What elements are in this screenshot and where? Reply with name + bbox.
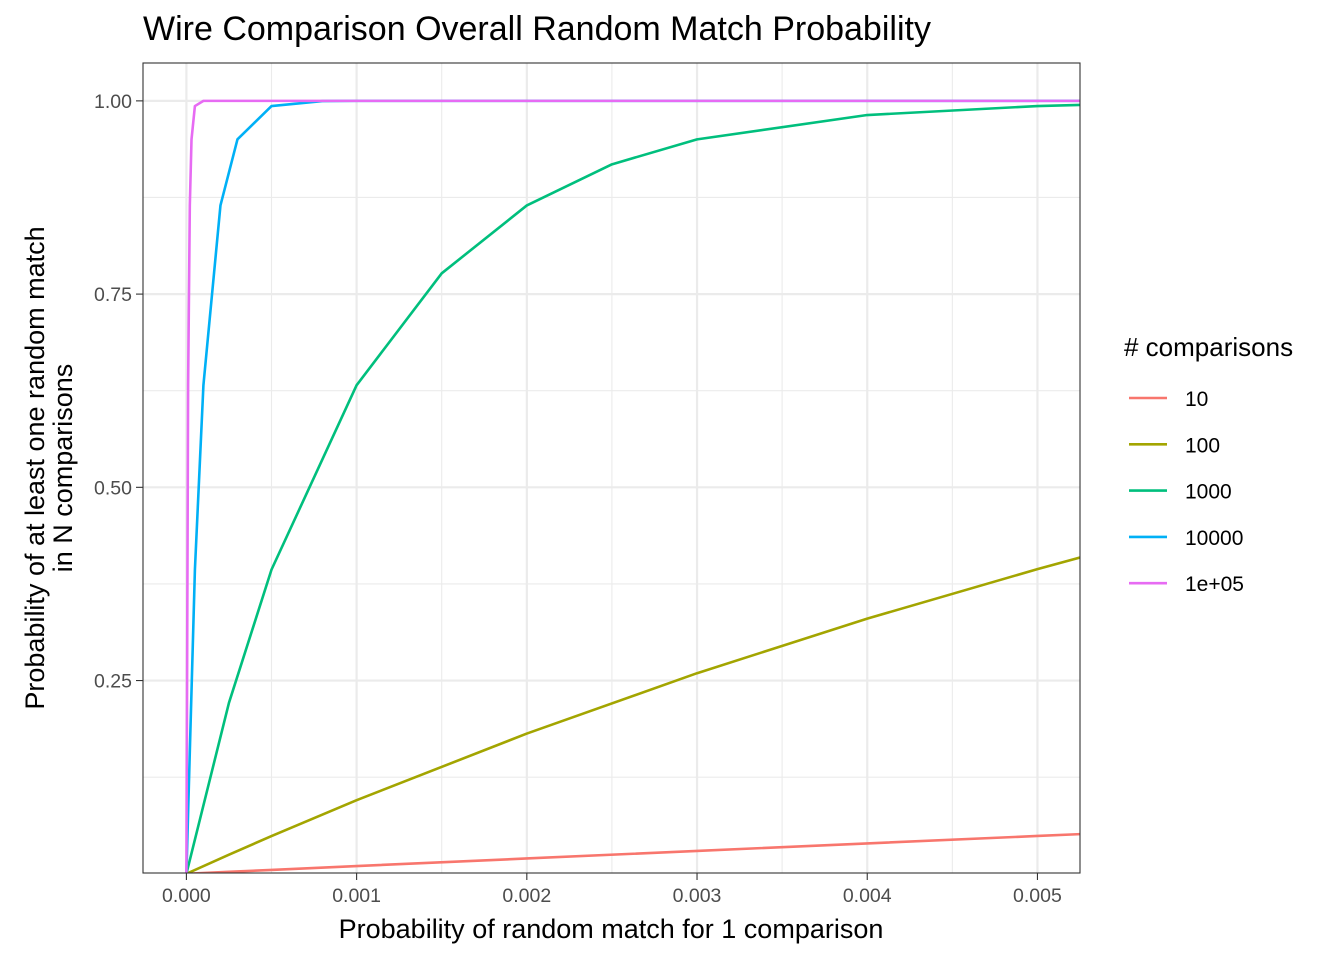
y-axis-title-line-2: in N comparisons [48, 364, 78, 573]
series-line-100 [185, 556, 1080, 873]
legend-label: 1e+05 [1185, 573, 1244, 596]
legend-title: # comparisons [1124, 332, 1293, 362]
legend-item: 10 [1129, 388, 1208, 411]
legend-label: 10000 [1185, 527, 1243, 550]
legend-items: 10 100 1000 10000 1e+05 [1129, 388, 1244, 596]
y-tick-label: 0.75 [94, 284, 132, 306]
x-tick-label: 0.001 [332, 885, 381, 907]
legend-item: 1e+05 [1129, 573, 1244, 596]
x-axis-title: Probability of random match for 1 compar… [339, 914, 884, 944]
x-tick-label: 0.003 [673, 885, 722, 907]
panel-border [142, 62, 1081, 874]
y-tick-label: 0.50 [94, 477, 132, 499]
series-line-1000 [185, 103, 1080, 873]
y-axis-title: Probability of at least one random match… [20, 226, 78, 709]
legend: # comparisons 10 100 1000 10000 1e+05 [1124, 332, 1293, 596]
y-tick-label: 1.00 [94, 91, 132, 113]
x-tick-label: 0.005 [1013, 885, 1062, 907]
x-tick-label: 0.002 [502, 885, 551, 907]
y-tick-label: 0.25 [94, 671, 132, 693]
series-line-1e+05 [185, 99, 1080, 873]
legend-label: 10 [1185, 388, 1208, 411]
axes: 0.000 0.001 0.002 0.003 0.004 0.005 0.25 0.50 0.… [94, 91, 1062, 907]
y-axis-title-line-1: Probability of at least one random match [20, 226, 50, 709]
chart-title: Wire Comparison Overall Random Match Pro… [143, 10, 931, 48]
x-tick-label: 0.004 [843, 885, 892, 907]
series-line-10 [186, 832, 1080, 873]
legend-label: 1000 [1185, 481, 1232, 504]
legend-item: 10000 [1129, 527, 1243, 550]
x-tick-label: 0.000 [162, 885, 211, 907]
series-lines [185, 99, 1080, 873]
legend-label: 100 [1185, 434, 1220, 457]
legend-item: 1000 [1129, 481, 1232, 504]
legend-item: 100 [1129, 434, 1220, 457]
